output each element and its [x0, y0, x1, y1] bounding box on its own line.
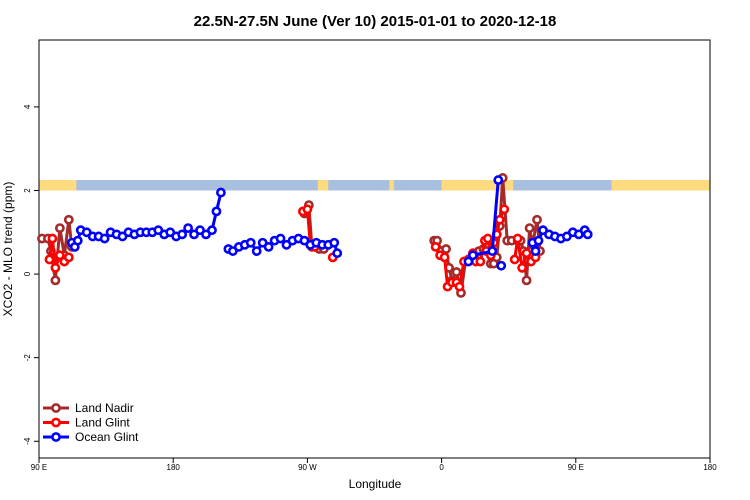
legend-marker: [51, 417, 61, 428]
data-point: [50, 262, 61, 273]
data-point: [496, 260, 507, 271]
land-band-segment: [317, 180, 329, 191]
data-point: [533, 235, 544, 246]
data-point: [468, 250, 478, 261]
y-axis: -4 -2 0 2 4: [23, 104, 39, 445]
data-point: [493, 175, 504, 185]
data-point: [532, 214, 542, 225]
land-ocean-band: [39, 180, 710, 191]
data-point: [63, 214, 74, 225]
data-point: [463, 256, 474, 267]
y-tick-label: -4: [23, 437, 32, 445]
x-tick-label: 90 E: [568, 463, 584, 472]
data-point: [512, 233, 523, 244]
data-point: [211, 206, 222, 217]
x-axis: 90 E 180 90 W 0 90 E 180: [31, 458, 717, 472]
data-point: [494, 214, 505, 225]
data-point: [63, 252, 74, 263]
data-point: [245, 237, 256, 248]
data-point: [177, 229, 188, 240]
land-band-segment: [39, 180, 77, 191]
data-point: [54, 250, 65, 261]
legend-label: Land Nadir: [75, 401, 134, 415]
data-point: [302, 204, 313, 215]
data-point: [509, 254, 520, 265]
data-point: [451, 267, 462, 277]
y-tick-label: 4: [23, 104, 32, 109]
data-point: [50, 275, 61, 286]
data-point: [441, 244, 451, 254]
legend-label: Land Glint: [75, 416, 130, 430]
data-point: [475, 256, 486, 267]
y-tick-label: -2: [23, 354, 32, 362]
data-point: [521, 248, 532, 259]
data-point: [216, 187, 226, 198]
series-ocean-glint: [66, 175, 593, 271]
series-land-glint: [44, 204, 541, 292]
chart-title: 22.5N-27.5N June (Ver 10) 2015-01-01 to …: [194, 13, 557, 30]
data-point: [99, 233, 110, 244]
data-point: [430, 242, 441, 252]
data-point: [439, 252, 450, 263]
data-point: [487, 246, 498, 256]
x-tick-label: 180: [703, 463, 717, 472]
x-tick-label: 180: [167, 463, 181, 472]
x-tick-label: 90 W: [298, 463, 317, 472]
x-tick-label: 0: [439, 463, 444, 472]
y-axis-label: XCO2 - MLO trend (ppm): [1, 182, 15, 317]
plot-frame: [38, 39, 711, 459]
data-point: [499, 204, 510, 215]
data-point: [530, 246, 541, 256]
land-band-segment: [441, 180, 514, 191]
data-point: [263, 242, 274, 252]
data-point: [183, 223, 194, 233]
data-point: [329, 237, 340, 248]
land-band-segment: [389, 180, 394, 191]
data-point: [454, 281, 465, 292]
data-point: [72, 235, 83, 246]
data-point: [251, 246, 262, 256]
data-point: [517, 262, 528, 273]
legend-marker: [51, 432, 61, 442]
data-point: [521, 275, 532, 286]
data-point: [275, 233, 286, 244]
y-tick-label: 0: [23, 271, 32, 276]
x-tick-label: 90 E: [31, 463, 47, 472]
x-axis-label: Longitude: [349, 477, 402, 491]
land-band-segment: [611, 180, 710, 191]
data-point: [54, 223, 65, 233]
data-point: [207, 225, 217, 236]
legend-label: Ocean Glint: [75, 430, 139, 444]
legend-marker: [51, 403, 61, 413]
data-point: [582, 229, 593, 240]
series-layer: [37, 173, 593, 298]
data-point: [524, 223, 535, 233]
data-point: [44, 254, 55, 265]
y-tick-label: 2: [23, 188, 32, 193]
data-point: [47, 233, 58, 244]
ocean-band: [39, 180, 710, 191]
data-point: [332, 248, 343, 259]
